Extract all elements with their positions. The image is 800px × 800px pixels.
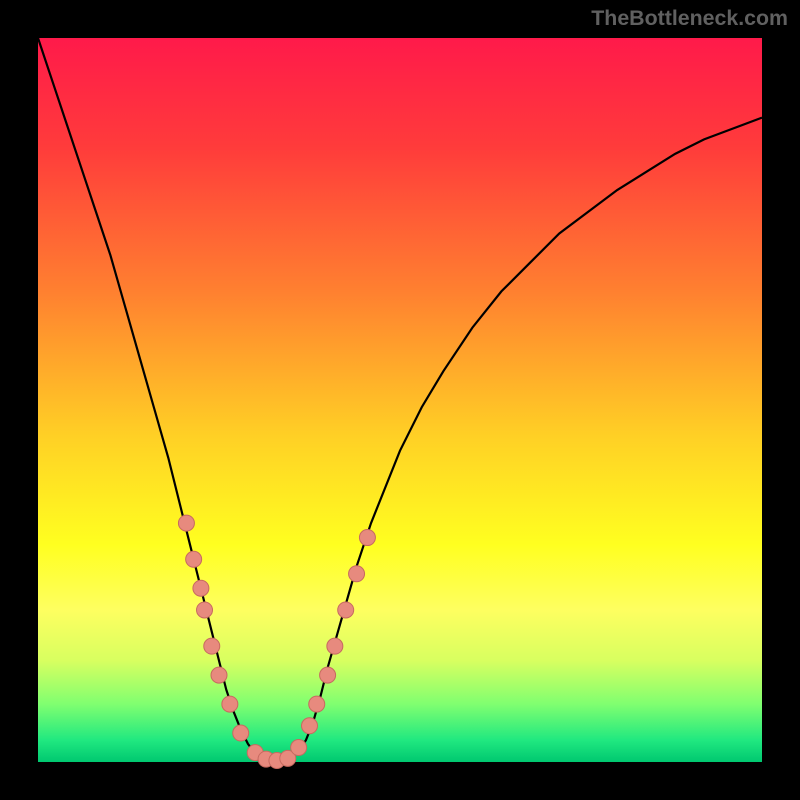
curve-right [277,118,762,762]
data-marker [302,718,318,734]
data-marker [359,530,375,546]
data-marker [338,602,354,618]
data-marker [320,667,336,683]
marker-group [178,515,375,768]
data-marker [291,740,307,756]
data-marker [222,696,238,712]
data-marker [233,725,249,741]
data-marker [186,551,202,567]
curve-left [38,38,277,761]
data-marker [178,515,194,531]
data-marker [204,638,220,654]
plot-area [38,38,762,762]
data-marker [327,638,343,654]
data-marker [211,667,227,683]
data-marker [309,696,325,712]
data-marker [197,602,213,618]
data-marker [349,566,365,582]
chart-svg [38,38,762,762]
data-marker [193,580,209,596]
watermark-text: TheBottleneck.com [591,6,788,31]
